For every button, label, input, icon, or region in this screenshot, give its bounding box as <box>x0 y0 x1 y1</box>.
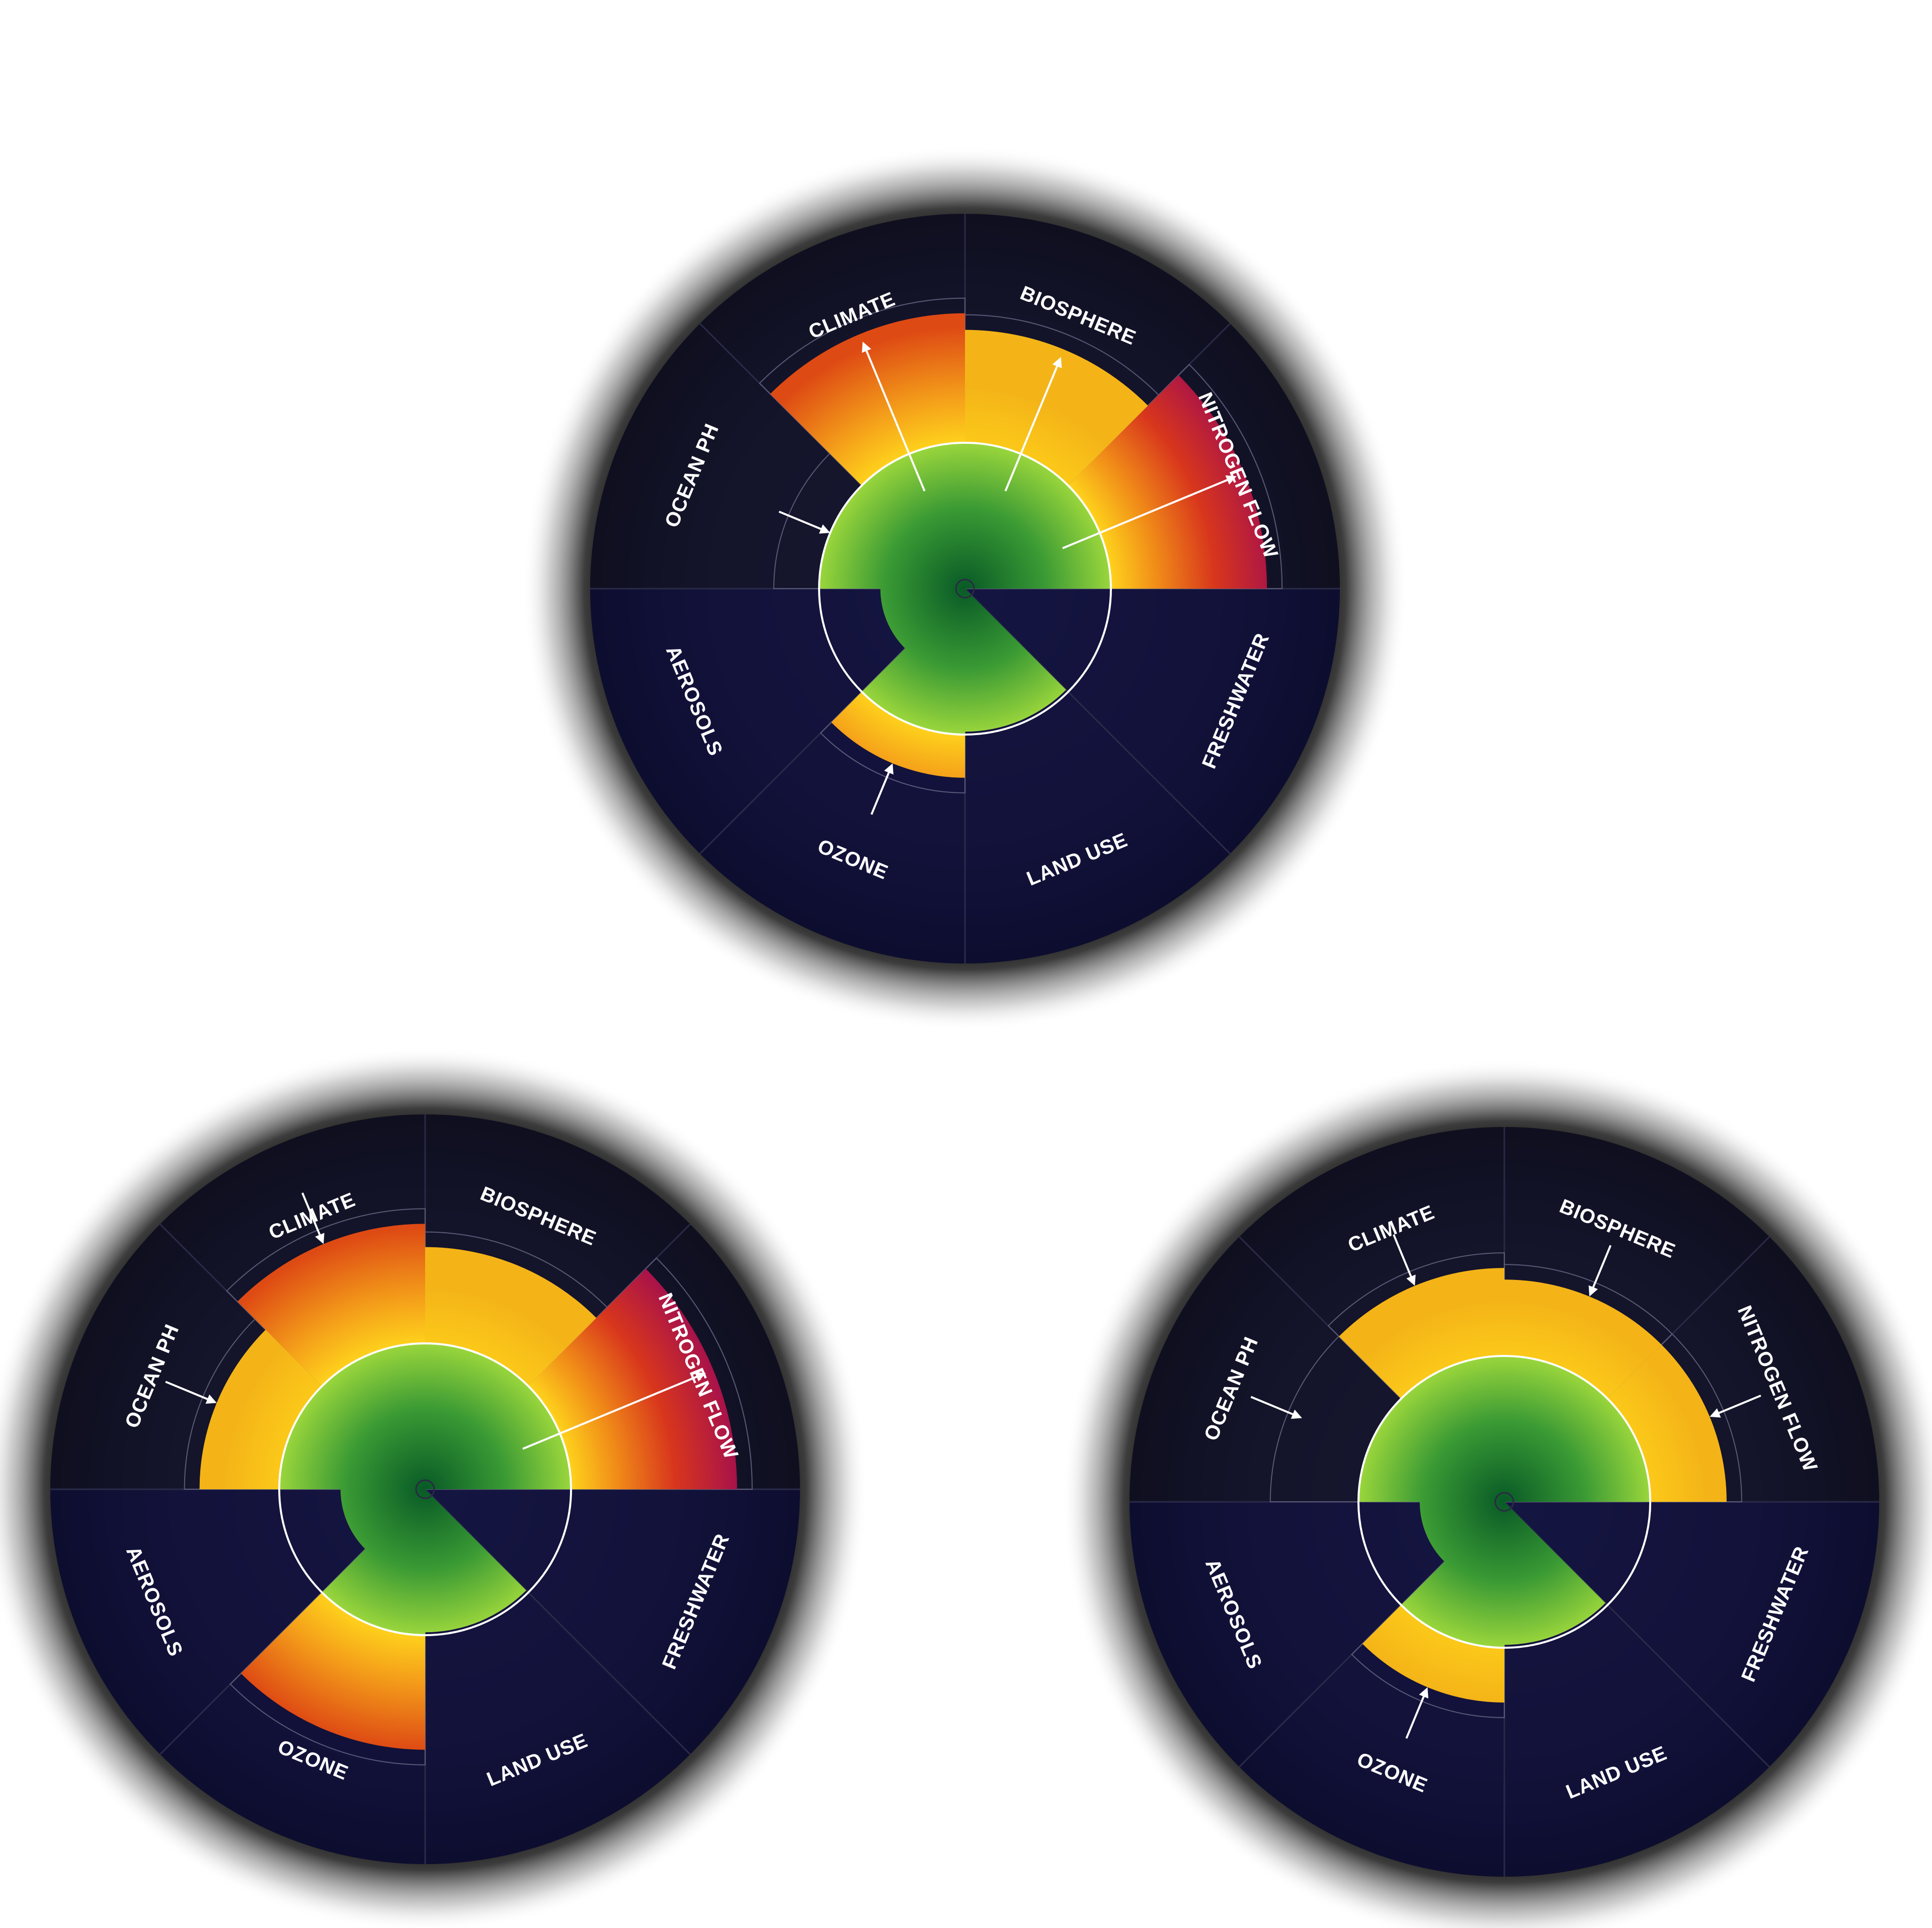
trend-arrow-climate <box>301 1192 325 1244</box>
safe-space-landuse <box>861 589 965 735</box>
transgression-zone-nitrogen <box>1068 375 1267 589</box>
center-mark <box>955 579 975 599</box>
transgression-zone-ozone <box>1362 1605 1504 1703</box>
segment-frame <box>964 314 1160 590</box>
safe-space-ozone <box>340 1489 425 1549</box>
safe-space-freshwater <box>965 589 1066 732</box>
trend-arrow-ozone <box>870 763 894 815</box>
transgression-zone-ozone <box>831 692 965 778</box>
trend-arrow-climate <box>1393 1234 1416 1286</box>
trend-arrow-climate <box>862 342 926 492</box>
transgression-zone-ozone <box>240 1592 425 1750</box>
trend-arrow-biosphere <box>1588 1245 1612 1297</box>
safe-space-ozone <box>880 589 965 649</box>
transgression-zone-biosphere <box>1504 1279 1662 1399</box>
trend-arrow-nitrogen <box>1062 475 1237 549</box>
trend-arrow-nitrogen <box>522 1372 706 1450</box>
segment-frame <box>759 297 965 590</box>
segment-frame <box>424 1257 753 1490</box>
safe-boundary-circle <box>818 442 1112 736</box>
segment-frame <box>425 1231 608 1491</box>
trend-arrow-oceanph <box>1250 1396 1302 1419</box>
transgression-zone-climate <box>237 1224 425 1386</box>
transgression-zone-climate <box>770 313 965 486</box>
center-mark <box>1494 1492 1514 1512</box>
transgression-zone-biosphere <box>425 1247 597 1386</box>
safe-space-landuse <box>321 1489 425 1635</box>
center-mark <box>415 1479 435 1499</box>
segment-frame <box>229 1488 426 1765</box>
safe-space-upper <box>819 443 1111 589</box>
transgression-zone-climate <box>1339 1268 1504 1399</box>
safe-space-freshwater <box>425 1489 526 1633</box>
safe-space-upper <box>1358 1356 1650 1502</box>
transgression-zone-oceanph <box>199 1329 322 1489</box>
safe-boundary-circle <box>278 1342 572 1636</box>
safe-space-freshwater <box>1504 1502 1605 1645</box>
safe-space-upper <box>279 1343 571 1489</box>
trend-arrow-nitrogen <box>1710 1394 1761 1418</box>
segment-frame <box>963 363 1283 589</box>
transgression-zone-nitrogen <box>1607 1344 1727 1502</box>
safe-space-ozone <box>1419 1502 1504 1562</box>
trend-arrow-oceanph <box>165 1381 217 1404</box>
safe-boundary-circle <box>1357 1355 1651 1649</box>
safe-space-landuse <box>1401 1502 1504 1648</box>
transgression-zone-nitrogen <box>528 1268 737 1489</box>
trend-arrow-ozone <box>1405 1687 1428 1739</box>
trend-arrow-oceanph <box>778 511 831 534</box>
transgression-zone-biosphere <box>965 330 1148 486</box>
trend-arrow-biosphere <box>1004 357 1062 492</box>
